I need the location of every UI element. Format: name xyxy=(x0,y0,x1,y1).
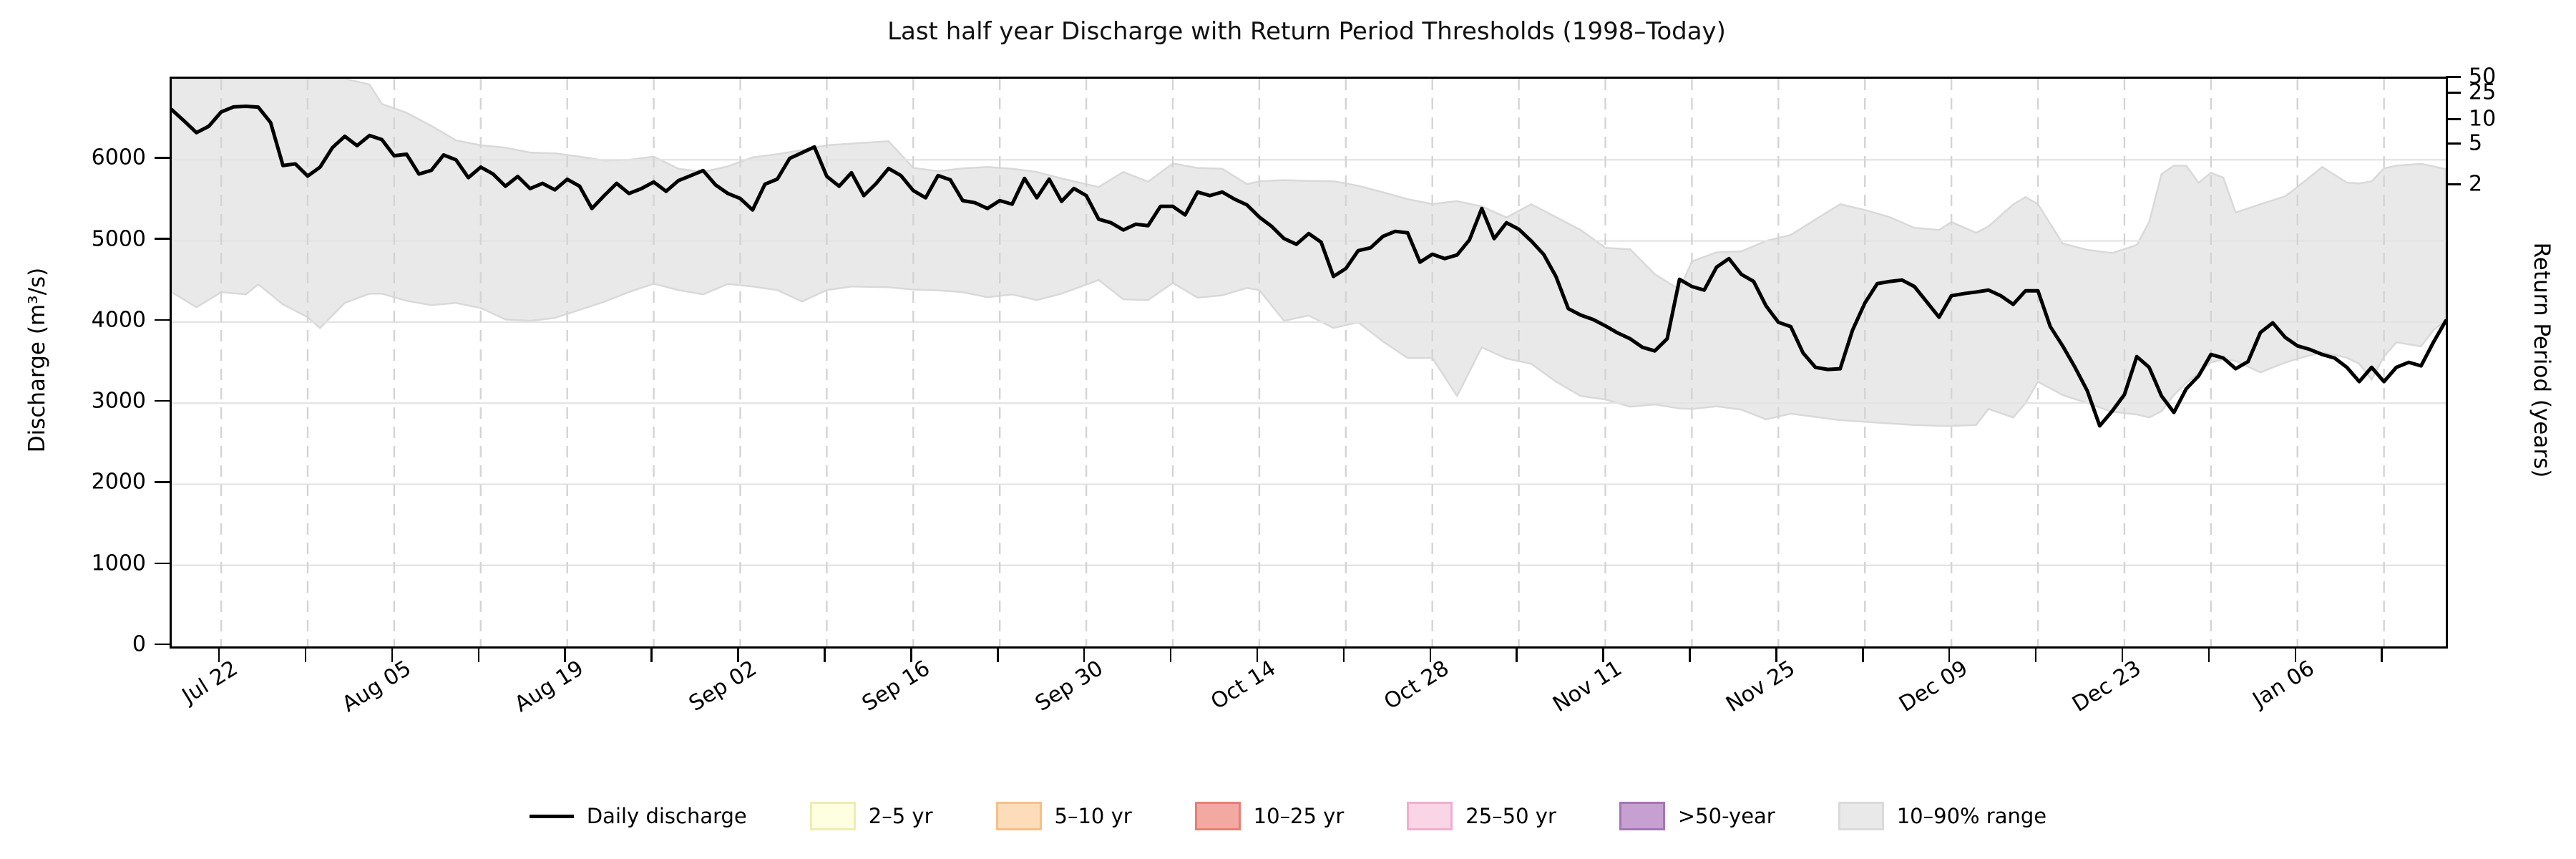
threshold-25-50yr-swatch xyxy=(1407,802,1453,830)
chart-title: Last half year Discharge with Return Per… xyxy=(887,17,1726,46)
return-period-tick-label: 2 xyxy=(2469,171,2483,197)
return-period-tick-label: 10 xyxy=(2469,106,2497,132)
x-tick-label: Dec 09 xyxy=(1895,656,1973,717)
threshold-over-50yr-swatch xyxy=(1619,802,1665,830)
y-tick-mark xyxy=(155,481,170,483)
legend-label: 10–90% range xyxy=(1896,804,2047,828)
legend-item-25-50yr: 25–50 yr xyxy=(1407,802,1556,830)
legend-item-10-90-range: 10–90% range xyxy=(1838,802,2046,830)
y-axis-label-left: Discharge (m³/s) xyxy=(24,267,50,453)
threshold-2-5yr-swatch xyxy=(809,802,856,830)
x-tick-mark xyxy=(477,646,480,662)
x-tick-mark xyxy=(1429,646,1432,662)
percentile-band xyxy=(172,79,2446,427)
x-tick-mark xyxy=(1342,646,1345,662)
x-tick-label: Oct 28 xyxy=(1380,656,1454,715)
x-tick-mark xyxy=(1948,646,1951,662)
y-tick-mark xyxy=(155,157,170,159)
x-tick-mark xyxy=(1689,646,1691,662)
x-tick-mark xyxy=(1862,646,1864,662)
x-tick-label: Sep 30 xyxy=(1030,656,1108,717)
x-tick-mark xyxy=(1775,646,1777,662)
daily-discharge-line-swatch xyxy=(529,814,574,818)
return-period-tick-mark xyxy=(2446,118,2461,120)
y-tick-mark xyxy=(155,399,170,402)
y-tick-label: 3000 xyxy=(91,388,146,414)
x-tick-mark xyxy=(564,646,566,662)
x-tick-mark xyxy=(1256,646,1259,662)
return-period-tick-mark xyxy=(2446,183,2461,185)
daily-discharge-line xyxy=(172,105,2446,428)
y-tick-label: 5000 xyxy=(91,226,146,252)
y-tick-label: 0 xyxy=(132,631,146,657)
x-tick-mark xyxy=(2121,646,2124,662)
x-tick-mark xyxy=(391,646,394,662)
x-tick-label: Aug 19 xyxy=(510,656,589,718)
x-tick-mark xyxy=(1169,646,1172,662)
legend-label: 2–5 yr xyxy=(868,804,933,828)
x-tick-mark xyxy=(824,646,826,662)
x-tick-mark xyxy=(2207,646,2210,662)
y-tick-label: 2000 xyxy=(91,469,146,495)
y-tick-mark xyxy=(155,562,170,564)
plot-area xyxy=(170,77,2448,649)
x-tick-mark xyxy=(737,646,739,662)
x-tick-label: Sep 16 xyxy=(857,656,935,717)
y-tick-mark xyxy=(155,643,170,646)
x-tick-mark xyxy=(650,646,653,662)
plot-svg xyxy=(172,79,2446,646)
x-tick-mark xyxy=(2381,646,2383,662)
legend-label: 5–10 yr xyxy=(1054,804,1132,828)
threshold-5-10yr-swatch xyxy=(995,802,1042,830)
y-tick-label: 1000 xyxy=(91,550,146,576)
legend-item-over-50yr: >50-year xyxy=(1619,802,1775,830)
x-tick-label: Aug 05 xyxy=(337,656,416,718)
return-period-tick-mark xyxy=(2446,76,2461,78)
y-tick-mark xyxy=(155,238,170,240)
legend-label: 10–25 yr xyxy=(1253,804,1345,828)
legend-label: 25–50 yr xyxy=(1465,804,1556,828)
return-period-tick-mark xyxy=(2446,142,2461,145)
x-tick-mark xyxy=(1602,646,1604,662)
x-tick-mark xyxy=(910,646,912,662)
x-tick-label: Jul 22 xyxy=(177,656,243,709)
x-tick-mark xyxy=(2034,646,2037,662)
legend-item-2-5yr: 2–5 yr xyxy=(809,802,933,830)
x-tick-mark xyxy=(997,646,999,662)
y-tick-label: 4000 xyxy=(91,307,146,333)
legend: Daily discharge 2–5 yr 5–10 yr 10–25 yr … xyxy=(0,795,2576,838)
legend-label: Daily discharge xyxy=(586,804,747,828)
x-tick-mark xyxy=(304,646,307,662)
y-tick-label: 6000 xyxy=(91,145,146,170)
x-tick-label: Oct 14 xyxy=(1206,656,1281,715)
return-period-tick-label: 5 xyxy=(2469,130,2483,156)
percentile-band-swatch xyxy=(1838,802,1884,830)
y-axis-label-right: Return Period (years) xyxy=(2529,242,2555,478)
threshold-10-25yr-swatch xyxy=(1194,802,1241,830)
x-tick-label: Sep 02 xyxy=(685,656,762,717)
legend-item-10-25yr: 10–25 yr xyxy=(1194,802,1345,830)
return-period-tick-mark xyxy=(2446,92,2461,94)
x-tick-mark xyxy=(2294,646,2297,662)
x-tick-label: Nov 25 xyxy=(1722,656,1800,717)
x-tick-mark xyxy=(1516,646,1518,662)
y-tick-mark xyxy=(155,319,170,321)
legend-item-5-10yr: 5–10 yr xyxy=(995,802,1132,830)
return-period-tick-label: 50 xyxy=(2469,64,2497,89)
x-tick-label: Jan 06 xyxy=(2248,656,2319,713)
return-period-tick-label: 25 xyxy=(2469,79,2497,105)
x-tick-label: Dec 23 xyxy=(2068,656,2146,717)
x-tick-mark xyxy=(1083,646,1085,662)
legend-label: >50-year xyxy=(1677,804,1775,828)
x-tick-label: Nov 11 xyxy=(1548,656,1627,717)
x-tick-mark xyxy=(218,646,220,662)
legend-item-daily-discharge: Daily discharge xyxy=(529,804,747,828)
